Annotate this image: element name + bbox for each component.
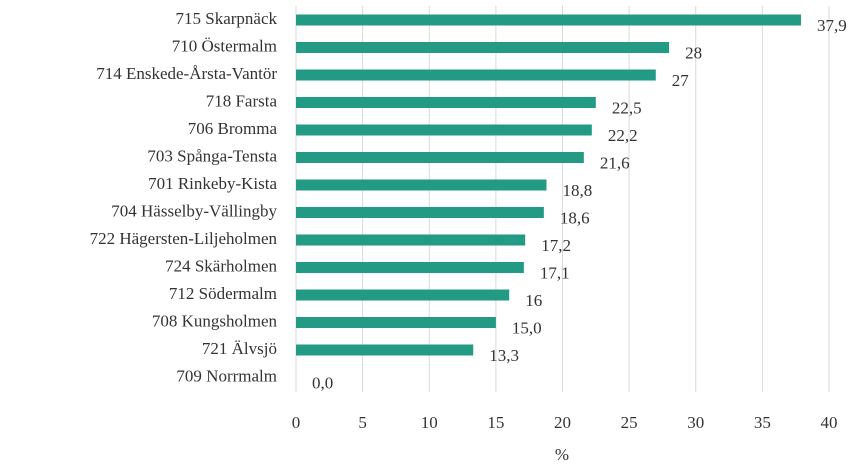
y-tick-label: 714 Enskede-Årsta-Vantör — [96, 64, 277, 83]
y-tick-label: 712 Södermalm — [169, 284, 277, 303]
data-label: 21,6 — [600, 153, 630, 172]
x-tick-label: 35 — [754, 413, 771, 432]
x-tick-label: 5 — [358, 413, 367, 432]
x-tick-label: 40 — [821, 413, 838, 432]
bar — [296, 262, 524, 273]
x-tick-label: 20 — [554, 413, 571, 432]
y-tick-label: 718 Farsta — [206, 91, 278, 110]
x-tick-label: 0 — [292, 413, 301, 432]
bar — [296, 179, 547, 191]
data-label: 22,5 — [612, 98, 642, 117]
y-tick-label: 710 Östermalm — [172, 36, 277, 55]
bar — [296, 289, 510, 301]
y-tick-label: 715 Skarpnäck — [175, 9, 277, 28]
bar — [296, 317, 496, 328]
data-label: 16 — [525, 291, 542, 310]
x-tick-label: 30 — [687, 413, 704, 432]
data-label: 27 — [672, 71, 690, 90]
data-label: 22,2 — [608, 126, 638, 145]
data-label: 37,9 — [817, 16, 847, 35]
y-tick-label: 704 Hässelby-Vällingby — [111, 201, 277, 220]
x-axis-label: % — [555, 445, 569, 464]
bar — [296, 207, 544, 218]
bar — [296, 344, 474, 356]
x-tick-label: 25 — [621, 413, 638, 432]
bar — [296, 14, 802, 26]
x-tick-label: 10 — [421, 413, 438, 432]
data-label: 17,1 — [540, 263, 570, 282]
data-label: 0,0 — [312, 373, 333, 392]
bar — [296, 152, 584, 163]
data-label: 18,8 — [563, 181, 593, 200]
y-tick-label: 722 Hägersten-Liljeholmen — [90, 229, 278, 248]
x-tick-label: 15 — [487, 413, 504, 432]
data-label: 15,0 — [512, 318, 542, 337]
y-tick-label: 703 Spånga-Tensta — [147, 146, 277, 165]
bar — [296, 124, 592, 136]
y-tick-label: 724 Skärholmen — [165, 256, 277, 275]
data-label: 28 — [685, 43, 702, 62]
data-label: 17,2 — [541, 236, 571, 255]
bar — [296, 97, 596, 108]
y-tick-label: 701 Rinkeby-Kista — [148, 174, 277, 193]
y-tick-label: 708 Kungsholmen — [152, 311, 278, 330]
bar — [296, 234, 526, 246]
bar — [296, 69, 656, 81]
bar — [296, 42, 670, 53]
data-label: 13,3 — [489, 346, 519, 365]
data-label: 18,6 — [560, 208, 590, 227]
y-tick-label: 706 Bromma — [188, 119, 278, 138]
y-tick-label: 709 Norrmalm — [176, 366, 277, 385]
y-tick-label: 721 Älvsjö — [202, 339, 277, 358]
